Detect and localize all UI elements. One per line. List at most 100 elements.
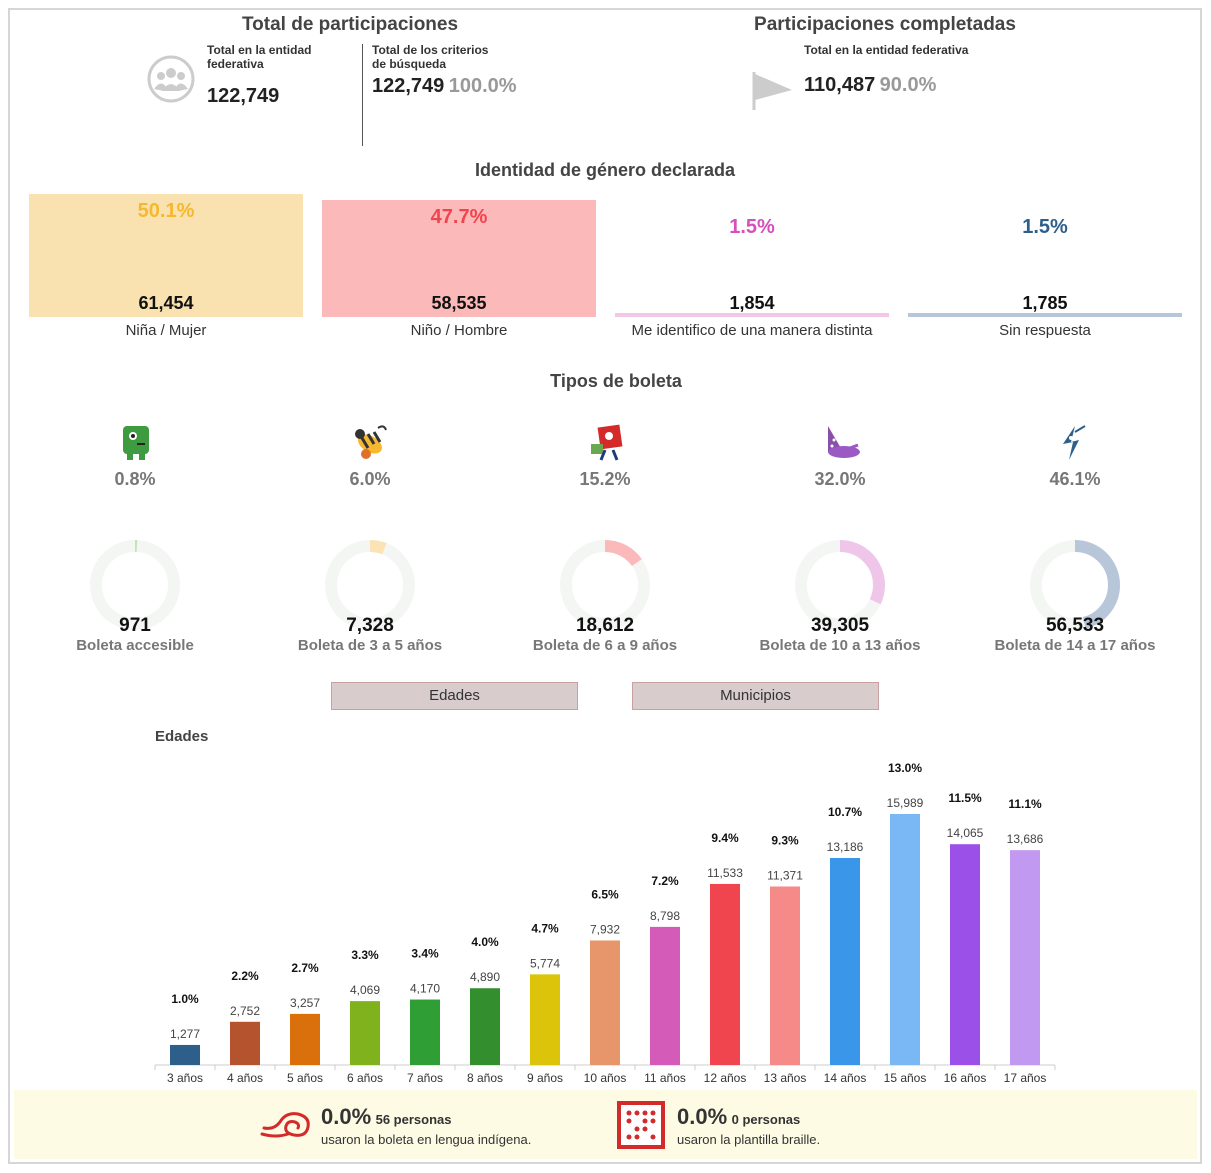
age-bar [1010,850,1040,1065]
criteria-value: 122,749 [372,75,445,97]
bar-value-label: 5,774 [530,956,560,970]
bar-value-label: 3,257 [290,996,320,1010]
ballot-label: Boleta accesible [76,637,194,654]
summary-divider [362,44,363,146]
gender-bar [615,313,889,317]
x-tick-label: 15 años [884,1071,927,1085]
green-monster-icon [115,422,155,462]
gender-percent: 1.5% [729,216,775,238]
bar-percent-label: 11.1% [1008,797,1042,811]
braille-icon [617,1101,665,1149]
age-bar [830,858,860,1065]
indigenous-language-icon [260,1112,310,1138]
bar-value-label: 4,890 [470,970,500,984]
ballot-donut [1030,540,1120,630]
age-bar [410,999,440,1065]
gender-label: Me identifico de una manera distinta [631,322,873,339]
bar-value-label: 15,989 [887,796,924,810]
completed-value: 110,487 [804,74,876,96]
braille-count: 0 personas [731,1112,801,1127]
ages-bar-chart: Edades 1,277 1.0% 3 años 2,752 2.2% 4 años 3,25… [154,728,1056,1085]
flag-icon [752,72,792,110]
age-bar [470,988,500,1065]
ballot-label: Boleta de 10 a 13 años [759,637,921,654]
x-tick-label: 5 años [287,1071,323,1085]
gender-bar [908,313,1182,317]
bar-value-label: 14,065 [947,826,984,840]
donut-arc [1030,540,1120,630]
donut-arc [325,540,415,630]
ballot-value: 56,533 [1045,615,1105,636]
gender-percent: 50.1% [137,200,195,222]
x-tick-label: 11 años [644,1071,686,1085]
braille-percent: 0.0% [677,1104,728,1129]
age-bar [350,1001,380,1065]
x-tick-label: 3 años [167,1071,203,1085]
bar-value-label: 8,798 [650,909,680,923]
x-tick-label: 7 años [407,1071,443,1085]
ballot-percent: 15.2% [579,469,631,489]
bar-percent-label: 11.5% [948,791,982,805]
age-bar [170,1044,200,1065]
ballot-percent: 32.0% [814,469,866,489]
red-robot-icon [585,422,625,462]
gender-percent: 1.5% [1022,216,1068,238]
tab-ages[interactable]: Edades [331,682,578,710]
age-bar [650,926,680,1065]
ballot-percent: 0.8% [114,469,156,489]
bar-value-label: 11,371 [767,868,803,882]
gender-bar [322,200,596,317]
ballots-title: Tipos de boleta [550,371,682,391]
donut-arc [560,540,650,630]
indigenous-count: 56 personas [375,1112,452,1127]
ballot-donut [795,540,885,630]
ballot-value: 971 [119,615,151,636]
ballot-donut [325,540,415,630]
age-bar [290,1013,320,1065]
age-bar [530,974,560,1065]
people-group-icon [147,55,195,103]
x-tick-label: 9 años [527,1071,563,1085]
bar-value-label: 13,186 [827,840,864,854]
x-tick-label: 17 años [1004,1071,1047,1085]
entity-label: Total en la entidad federativa [207,43,312,71]
dashboard-frame [8,8,1202,1164]
entity-value: 122,749 [207,85,280,107]
ballot-label: Boleta de 6 a 9 años [532,637,678,654]
ballot-value: 18,612 [575,615,635,636]
bar-percent-label: 6.5% [591,887,619,901]
bird-icon [1055,422,1095,462]
braille-label: usaron la plantilla braille. [677,1132,821,1147]
x-tick-label: 13 años [764,1071,807,1085]
gender-title: Identidad de género declarada [474,160,736,180]
bar-value-label: 4,170 [410,982,440,996]
criteria-percent: 100.0% [448,75,517,97]
bar-percent-label: 3.4% [411,947,439,961]
bar-percent-label: 4.0% [471,935,499,949]
total-participations-title: Total de participaciones [241,14,459,35]
gender-value: 58,535 [431,293,487,313]
gender-value: 1,854 [729,293,775,313]
tab-municipalities[interactable]: Municipios [632,682,879,710]
x-tick-label: 12 años [704,1071,747,1085]
purple-wizard-icon [820,422,860,462]
indigenous-percent: 0.0% [321,1104,372,1129]
age-bar [230,1021,260,1065]
indigenous-stat: 0.0% 56 personas [321,1104,451,1130]
bar-value-label: 7,932 [590,922,620,936]
bar-percent-label: 2.7% [291,961,319,975]
braille-stat: 0.0% 0 personas [677,1104,800,1130]
bar-value-label: 11,533 [707,866,743,880]
ballot-label: Boleta de 14 a 17 años [994,637,1156,654]
completed-participations-title: Participaciones completadas [754,14,1016,35]
bar-value-label: 4,069 [350,983,380,997]
x-tick-label: 4 años [227,1071,263,1085]
age-bar [710,883,740,1065]
ballot-percent: 46.1% [1049,469,1101,489]
x-tick-label: 16 años [944,1071,987,1085]
age-bar [590,940,620,1065]
gender-label: Niña / Mujer [125,322,207,339]
completed-label: Total en la entidad federativa [804,43,969,57]
x-tick-label: 8 años [467,1071,503,1085]
ballot-donut [560,540,650,630]
